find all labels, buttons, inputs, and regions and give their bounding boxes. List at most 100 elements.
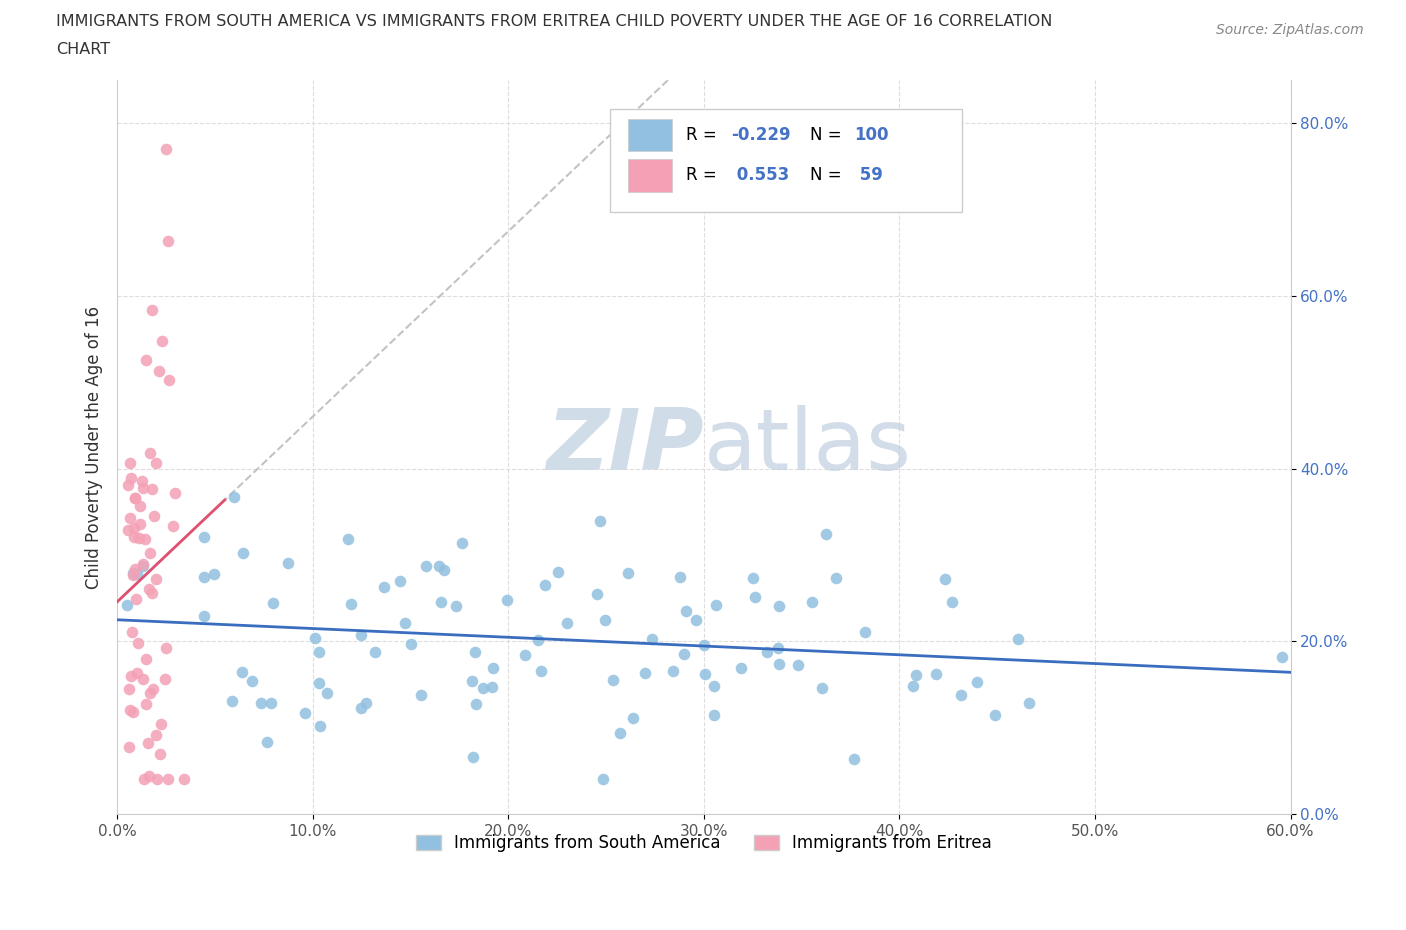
Point xyxy=(132,558,155,573)
Point xyxy=(496,592,519,607)
Point xyxy=(124,521,146,536)
Point xyxy=(193,569,215,584)
Point xyxy=(741,570,763,585)
Point xyxy=(602,672,624,687)
Point xyxy=(316,686,339,701)
Point xyxy=(141,586,163,601)
Point xyxy=(337,532,360,547)
Point xyxy=(1007,631,1029,646)
Point xyxy=(744,590,766,604)
Point xyxy=(824,570,846,585)
Point xyxy=(669,569,692,584)
Point xyxy=(433,563,456,578)
Point xyxy=(132,481,155,496)
Point xyxy=(120,471,142,485)
Point xyxy=(117,522,139,537)
Point xyxy=(984,708,1007,723)
Point xyxy=(844,752,866,767)
Point xyxy=(259,696,281,711)
Point xyxy=(756,644,779,659)
Point xyxy=(131,473,153,488)
Point xyxy=(124,490,146,505)
Point xyxy=(142,509,165,524)
Point xyxy=(349,628,371,643)
Text: CHART: CHART xyxy=(56,42,110,57)
Point xyxy=(125,591,148,606)
Text: 59: 59 xyxy=(853,166,883,184)
Point xyxy=(450,536,472,551)
Point xyxy=(530,663,553,678)
Point xyxy=(135,697,157,711)
Point xyxy=(304,631,326,645)
Point xyxy=(142,681,165,696)
Point xyxy=(135,652,157,667)
Point xyxy=(429,559,451,574)
Point xyxy=(527,632,550,647)
Point xyxy=(409,688,432,703)
Point xyxy=(685,613,707,628)
Point xyxy=(446,599,468,614)
Point xyxy=(634,666,657,681)
Point xyxy=(905,667,928,682)
Point xyxy=(703,679,725,694)
Point xyxy=(157,772,180,787)
Point xyxy=(231,665,253,680)
Point xyxy=(155,641,177,656)
Text: atlas: atlas xyxy=(704,405,912,488)
Text: N =: N = xyxy=(810,166,846,184)
Point xyxy=(124,491,146,506)
Point xyxy=(115,597,138,612)
FancyBboxPatch shape xyxy=(627,119,672,152)
Point xyxy=(617,565,640,580)
Text: 0.553: 0.553 xyxy=(731,166,789,184)
Point xyxy=(800,595,823,610)
Point xyxy=(308,675,330,690)
Point xyxy=(673,646,696,661)
Point xyxy=(294,705,316,720)
Point xyxy=(155,141,177,156)
Point xyxy=(768,599,790,614)
Point xyxy=(149,747,172,762)
Point xyxy=(340,596,363,611)
FancyBboxPatch shape xyxy=(627,159,672,192)
Point xyxy=(250,696,273,711)
Point xyxy=(853,624,876,639)
Point xyxy=(118,511,141,525)
Point xyxy=(124,562,146,577)
Point xyxy=(389,573,412,588)
Point xyxy=(641,631,664,646)
Text: N =: N = xyxy=(810,126,846,144)
Text: Source: ZipAtlas.com: Source: ZipAtlas.com xyxy=(1216,23,1364,37)
Point xyxy=(138,768,160,783)
Point xyxy=(146,772,169,787)
Point xyxy=(145,572,167,587)
FancyBboxPatch shape xyxy=(610,110,962,212)
Point xyxy=(415,558,437,573)
Point xyxy=(555,615,578,630)
Point xyxy=(1018,696,1040,711)
Point xyxy=(138,736,160,751)
Point xyxy=(461,673,484,688)
Point xyxy=(675,604,697,618)
Point xyxy=(121,625,143,640)
Point xyxy=(139,445,162,460)
Point xyxy=(811,681,834,696)
Point xyxy=(120,669,142,684)
Point xyxy=(941,594,963,609)
Point xyxy=(118,739,141,754)
Point xyxy=(768,641,790,656)
Point xyxy=(513,647,536,662)
Point xyxy=(127,635,149,650)
Point xyxy=(118,682,141,697)
Point xyxy=(141,482,163,497)
Point xyxy=(165,485,187,500)
Point xyxy=(139,545,162,560)
Point xyxy=(309,718,332,733)
Text: IMMIGRANTS FROM SOUTH AMERICA VS IMMIGRANTS FROM ERITREA CHILD POVERTY UNDER THE: IMMIGRANTS FROM SOUTH AMERICA VS IMMIGRA… xyxy=(56,14,1053,29)
Point xyxy=(125,566,148,581)
Point xyxy=(117,478,139,493)
Point xyxy=(193,530,215,545)
Point xyxy=(150,334,173,349)
Point xyxy=(786,658,808,673)
Point xyxy=(277,556,299,571)
